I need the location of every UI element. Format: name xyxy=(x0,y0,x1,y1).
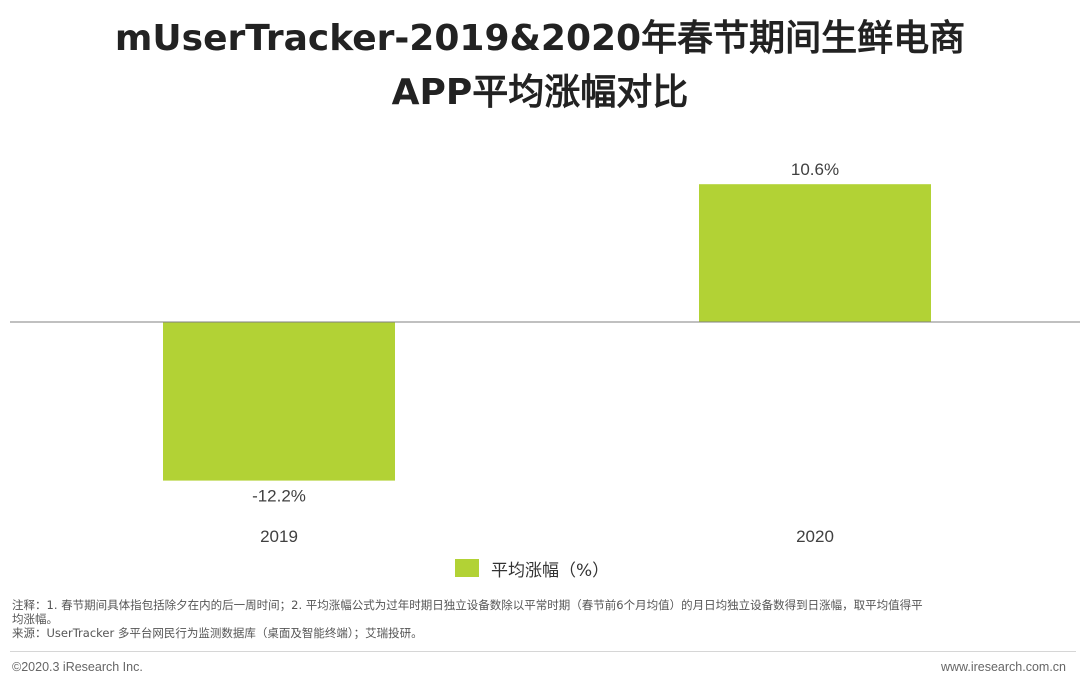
footnotes: 注释：1. 春节期间具体指包括除夕在内的后一周时间；2. 平均涨幅公式为过年时期… xyxy=(12,598,1072,640)
legend-label: 平均涨幅（%） xyxy=(491,560,610,581)
chart-title-line-1: mUserTracker-2019&2020年春节期间生鲜电商 xyxy=(114,18,966,59)
category-label-2020: 2020 xyxy=(796,527,834,546)
legend-swatch xyxy=(455,559,479,577)
bar-2019 xyxy=(163,322,395,481)
chart-title: mUserTracker-2019&2020年春节期间生鲜电商 APP平均涨幅对… xyxy=(0,12,1080,120)
bar-chart: -12.2% 2019 10.6% 2020 xyxy=(10,160,1080,546)
footnote-line-1: 注释：1. 春节期间具体指包括除夕在内的后一周时间；2. 平均涨幅公式为过年时期… xyxy=(12,598,923,612)
footer-divider xyxy=(10,651,1076,652)
value-label-2020: 10.6% xyxy=(791,160,839,179)
website-url: www.iresearch.com.cn xyxy=(940,660,1066,674)
footnote-line-2: 均涨幅。 xyxy=(12,612,58,626)
bar-2020 xyxy=(699,184,931,322)
chart-legend: 平均涨幅（%） xyxy=(455,556,610,581)
source-line: 来源：UserTracker 多平台网民行为监测数据库（桌面及智能终端）；艾瑞投… xyxy=(12,626,423,640)
chart-title-line-2: APP平均涨幅对比 xyxy=(391,72,689,113)
copyright: ©2020.3 iResearch Inc. xyxy=(12,660,143,674)
category-label-2019: 2019 xyxy=(260,527,298,546)
value-label-2019: -12.2% xyxy=(252,487,306,506)
